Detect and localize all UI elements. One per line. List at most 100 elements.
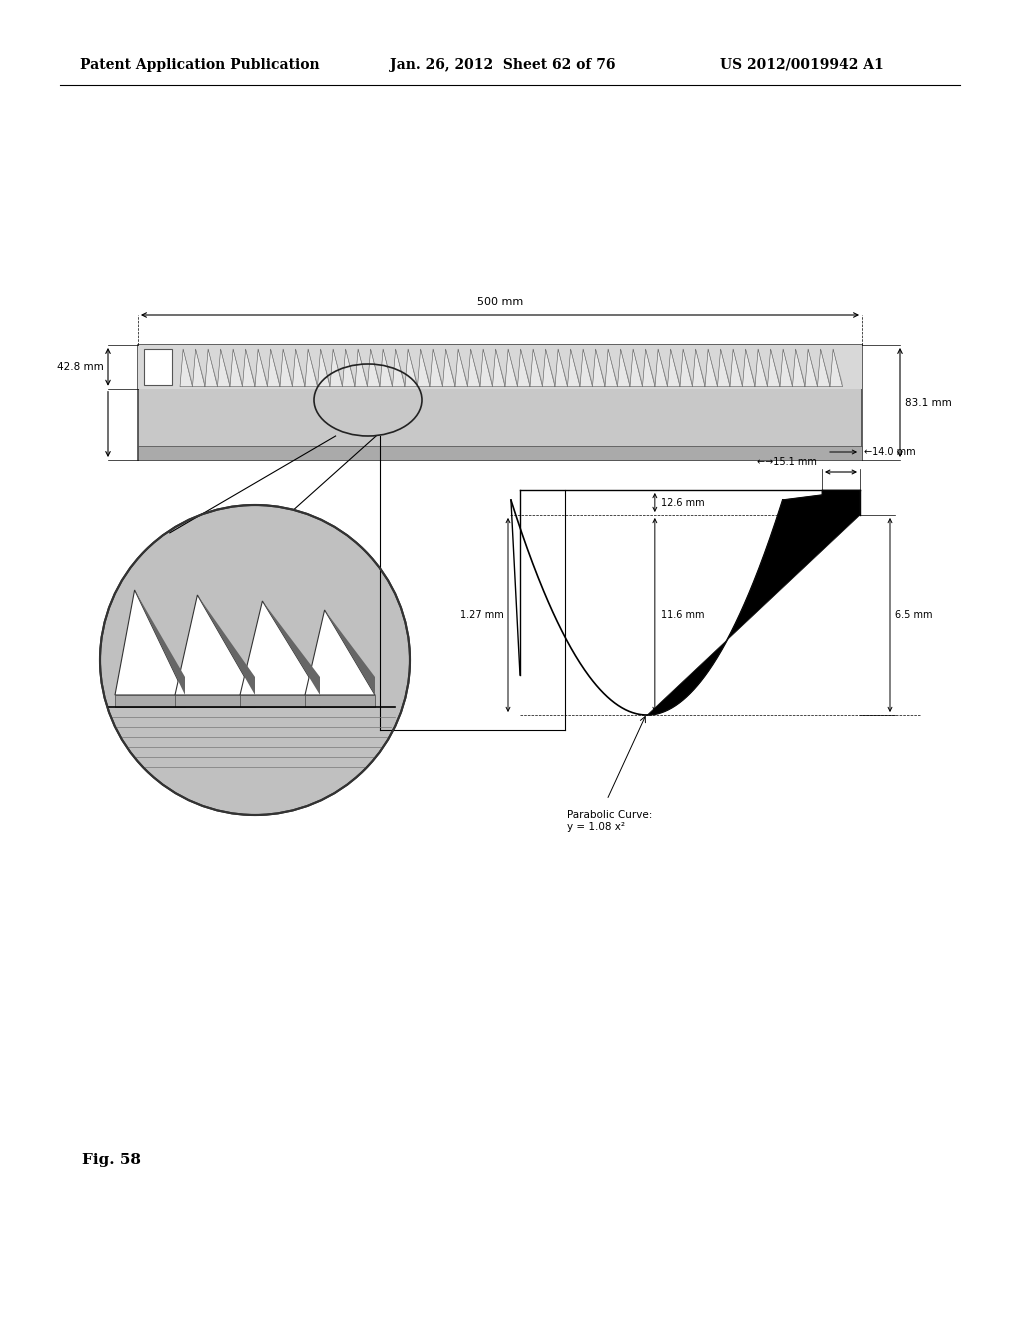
Circle shape: [100, 506, 410, 814]
Polygon shape: [255, 348, 267, 387]
Polygon shape: [483, 348, 493, 387]
Polygon shape: [471, 348, 480, 387]
Text: Patent Application Publication: Patent Application Publication: [80, 58, 319, 73]
Text: 1.27 mm: 1.27 mm: [460, 610, 504, 620]
Text: US 2012/0019942 A1: US 2012/0019942 A1: [720, 58, 884, 73]
Polygon shape: [383, 348, 392, 387]
Polygon shape: [658, 348, 668, 387]
Polygon shape: [358, 348, 368, 387]
Text: 83.1 mm: 83.1 mm: [905, 397, 951, 408]
Polygon shape: [418, 348, 430, 387]
Polygon shape: [718, 348, 730, 387]
Polygon shape: [330, 348, 342, 387]
Polygon shape: [733, 348, 742, 387]
Polygon shape: [808, 348, 817, 387]
Polygon shape: [458, 348, 468, 387]
Polygon shape: [333, 348, 342, 387]
Polygon shape: [671, 348, 680, 387]
Polygon shape: [296, 348, 305, 387]
Polygon shape: [805, 348, 817, 387]
Polygon shape: [193, 348, 205, 387]
Polygon shape: [468, 348, 480, 387]
Polygon shape: [262, 601, 319, 696]
Text: ←14.0 mm: ←14.0 mm: [864, 447, 915, 457]
Polygon shape: [505, 348, 517, 387]
Polygon shape: [730, 348, 742, 387]
Polygon shape: [267, 348, 280, 387]
Polygon shape: [240, 601, 319, 696]
Polygon shape: [230, 348, 243, 387]
Text: Jan. 26, 2012  Sheet 62 of 76: Jan. 26, 2012 Sheet 62 of 76: [390, 58, 615, 73]
Text: 12.6 mm: 12.6 mm: [660, 498, 705, 507]
Polygon shape: [180, 348, 193, 387]
Text: 42.8 mm: 42.8 mm: [57, 362, 104, 372]
Polygon shape: [406, 348, 418, 387]
Polygon shape: [709, 348, 718, 387]
Polygon shape: [780, 348, 793, 387]
Polygon shape: [183, 348, 193, 387]
Polygon shape: [621, 348, 630, 387]
Polygon shape: [630, 348, 642, 387]
Polygon shape: [692, 348, 705, 387]
Polygon shape: [546, 348, 555, 387]
Polygon shape: [368, 348, 380, 387]
Bar: [138, 446, 862, 459]
Bar: [175, 696, 255, 708]
Polygon shape: [680, 348, 692, 387]
Polygon shape: [175, 595, 255, 696]
Polygon shape: [342, 348, 355, 387]
Polygon shape: [421, 348, 430, 387]
Polygon shape: [280, 348, 293, 387]
Polygon shape: [430, 348, 442, 387]
Bar: [240, 696, 319, 708]
Polygon shape: [208, 348, 217, 387]
Text: 500 mm: 500 mm: [477, 297, 523, 308]
Polygon shape: [758, 348, 768, 387]
Polygon shape: [605, 348, 617, 387]
Polygon shape: [220, 348, 230, 387]
Polygon shape: [134, 590, 185, 696]
Polygon shape: [570, 348, 580, 387]
Polygon shape: [830, 348, 843, 387]
Polygon shape: [270, 348, 280, 387]
Polygon shape: [293, 348, 305, 387]
Polygon shape: [115, 590, 185, 696]
Polygon shape: [196, 348, 205, 387]
Polygon shape: [198, 595, 255, 696]
Polygon shape: [645, 348, 655, 387]
Polygon shape: [233, 348, 243, 387]
Text: 6.5 mm: 6.5 mm: [895, 610, 933, 620]
Bar: [115, 696, 185, 708]
Polygon shape: [820, 348, 830, 387]
Polygon shape: [783, 348, 793, 387]
Polygon shape: [633, 348, 642, 387]
Polygon shape: [243, 348, 255, 387]
Text: ←→15.1 mm: ←→15.1 mm: [757, 457, 817, 467]
Polygon shape: [455, 348, 468, 387]
Polygon shape: [755, 348, 768, 387]
Polygon shape: [558, 348, 567, 387]
Polygon shape: [683, 348, 692, 387]
Polygon shape: [567, 348, 580, 387]
Polygon shape: [647, 490, 860, 715]
Polygon shape: [325, 610, 375, 696]
Polygon shape: [580, 348, 593, 387]
Polygon shape: [317, 348, 330, 387]
Bar: [138, 345, 862, 388]
Polygon shape: [258, 348, 267, 387]
Polygon shape: [834, 348, 843, 387]
Polygon shape: [308, 348, 317, 387]
Polygon shape: [395, 348, 406, 387]
Polygon shape: [705, 348, 718, 387]
Polygon shape: [283, 348, 293, 387]
Bar: [305, 696, 375, 708]
Polygon shape: [480, 348, 493, 387]
Polygon shape: [520, 348, 530, 387]
Polygon shape: [246, 348, 255, 387]
Text: Parabolic Curve:
y = 1.08 x²: Parabolic Curve: y = 1.08 x²: [567, 810, 652, 832]
Polygon shape: [442, 348, 455, 387]
Polygon shape: [555, 348, 567, 387]
Polygon shape: [668, 348, 680, 387]
Polygon shape: [742, 348, 755, 387]
Polygon shape: [371, 348, 380, 387]
